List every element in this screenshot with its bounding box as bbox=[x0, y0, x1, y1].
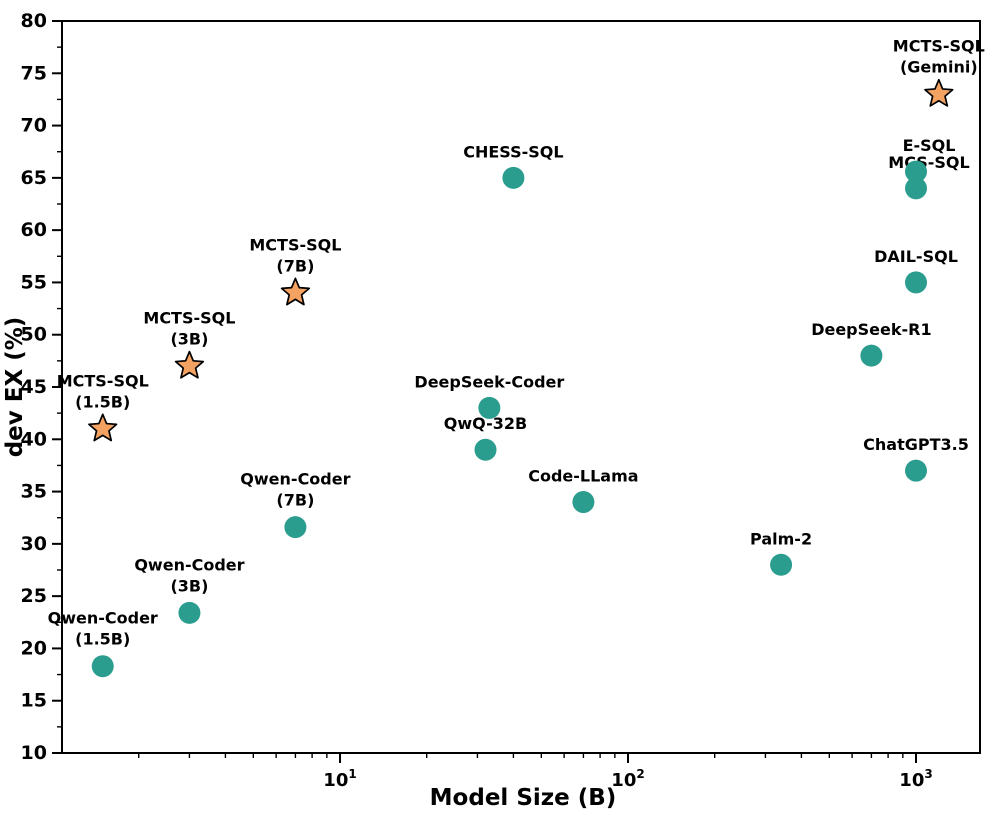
data-point: Qwen-Coder (1.5B) bbox=[48, 609, 158, 678]
data-point: Qwen-Coder (7B) bbox=[240, 470, 351, 539]
circle-marker bbox=[905, 459, 928, 482]
data-point-label: CHESS-SQL bbox=[463, 142, 563, 161]
data-point-label: DAIL-SQL bbox=[874, 247, 958, 266]
data-point: DAIL-SQL bbox=[874, 247, 958, 294]
data-point: Qwen-Coder (3B) bbox=[134, 555, 245, 624]
data-point-label: E-SQL bbox=[903, 136, 956, 155]
data-point: DeepSeek-Coder bbox=[414, 372, 564, 419]
y-tick-label: 75 bbox=[21, 62, 47, 84]
circle-marker bbox=[860, 344, 883, 367]
circle-marker bbox=[770, 553, 793, 576]
y-tick-label: 35 bbox=[21, 481, 47, 503]
circle-marker bbox=[474, 438, 497, 461]
y-tick-label: 20 bbox=[21, 637, 47, 659]
data-point-label: Code-LLama bbox=[528, 467, 638, 486]
star-marker bbox=[924, 78, 954, 107]
data-point: CHESS-SQL bbox=[463, 142, 564, 189]
data-point-label: MCTS-SQL bbox=[143, 309, 235, 328]
data-point-label: (1.5B) bbox=[75, 630, 130, 649]
data-point-label: DeepSeek-R1 bbox=[811, 320, 931, 339]
data-point-label: DeepSeek-Coder bbox=[414, 372, 564, 391]
y-tick-label: 70 bbox=[21, 115, 47, 137]
data-point-label: MCTS-SQL bbox=[893, 37, 985, 56]
axes-frame: 10 15 20 25 30 35 40 45 50 55 60 65 70 75 80 101 102 103 bbox=[21, 10, 981, 791]
data-point-label: Palm-2 bbox=[750, 529, 812, 548]
x-tick-label: 102 bbox=[611, 767, 644, 791]
y-tick-label: 40 bbox=[21, 428, 47, 450]
data-point-label: Qwen-Coder bbox=[134, 555, 244, 574]
y-tick-label: 25 bbox=[21, 585, 47, 607]
star-marker bbox=[174, 350, 205, 379]
data-point-label: MCTS-SQL bbox=[249, 235, 341, 254]
data-point: E-SQL bbox=[903, 136, 956, 183]
circle-marker bbox=[905, 271, 928, 294]
data-point: QwQ-32B bbox=[444, 414, 527, 461]
data-point-label: Qwen-Coder bbox=[48, 609, 158, 628]
data-point: MCTS-SQL (3B) bbox=[143, 309, 235, 379]
data-point: Code-LLama bbox=[528, 467, 639, 514]
circle-marker bbox=[905, 160, 928, 183]
data-point-label: Qwen-Coder bbox=[240, 470, 350, 489]
circle-marker bbox=[91, 655, 114, 678]
circle-marker bbox=[572, 491, 595, 514]
y-axis-title: dev EX (%) bbox=[2, 317, 28, 458]
y-tick-label: 60 bbox=[21, 219, 47, 241]
data-point-label: (7B) bbox=[276, 491, 314, 510]
circle-marker bbox=[284, 516, 307, 539]
data-point: MCTS-SQL (7B) bbox=[249, 235, 341, 306]
y-tick-label: 45 bbox=[21, 376, 47, 398]
y-tick-label: 55 bbox=[21, 271, 47, 293]
circle-marker bbox=[905, 177, 928, 200]
y-tick-label: 10 bbox=[21, 742, 47, 764]
data-point: MCTS-SQL (1.5B) bbox=[57, 371, 149, 442]
data-point-label: MCTS-SQL bbox=[57, 371, 149, 390]
x-tick-label: 101 bbox=[323, 767, 356, 791]
x-axis-title: Model Size (B) bbox=[430, 785, 617, 811]
data-point-label: (1.5B) bbox=[75, 392, 130, 411]
data-point-label: (7B) bbox=[276, 256, 314, 275]
y-tick-label: 80 bbox=[21, 10, 47, 32]
data-point: MCTS-SQL (Gemini) bbox=[893, 37, 985, 107]
y-tick-label: 15 bbox=[21, 690, 47, 712]
y-tick-label: 50 bbox=[21, 324, 47, 346]
data-point-label: MCS-SQL bbox=[888, 153, 969, 172]
data-point-label: (Gemini) bbox=[900, 58, 978, 77]
y-tick-label: 65 bbox=[21, 167, 47, 189]
data-point: ChatGPT3.5 bbox=[863, 435, 969, 482]
data-points-layer: Qwen-Coder(1.5B)Qwen-Coder(3B)Qwen-Coder… bbox=[48, 37, 985, 678]
circle-marker bbox=[178, 601, 201, 624]
data-point: DeepSeek-R1 bbox=[811, 320, 932, 367]
star-marker bbox=[280, 277, 311, 306]
star-marker bbox=[88, 413, 118, 442]
circle-marker bbox=[502, 166, 525, 189]
data-point-label: (3B) bbox=[170, 330, 208, 349]
y-tick-label: 30 bbox=[21, 533, 47, 555]
data-point-label: QwQ-32B bbox=[444, 414, 527, 433]
circle-marker bbox=[478, 396, 501, 419]
data-point: MCS-SQL bbox=[888, 153, 970, 200]
x-tick-label: 103 bbox=[899, 767, 932, 791]
data-point-label: (3B) bbox=[170, 576, 208, 595]
data-point: Palm-2 bbox=[750, 529, 812, 576]
data-point-label: ChatGPT3.5 bbox=[863, 435, 969, 454]
